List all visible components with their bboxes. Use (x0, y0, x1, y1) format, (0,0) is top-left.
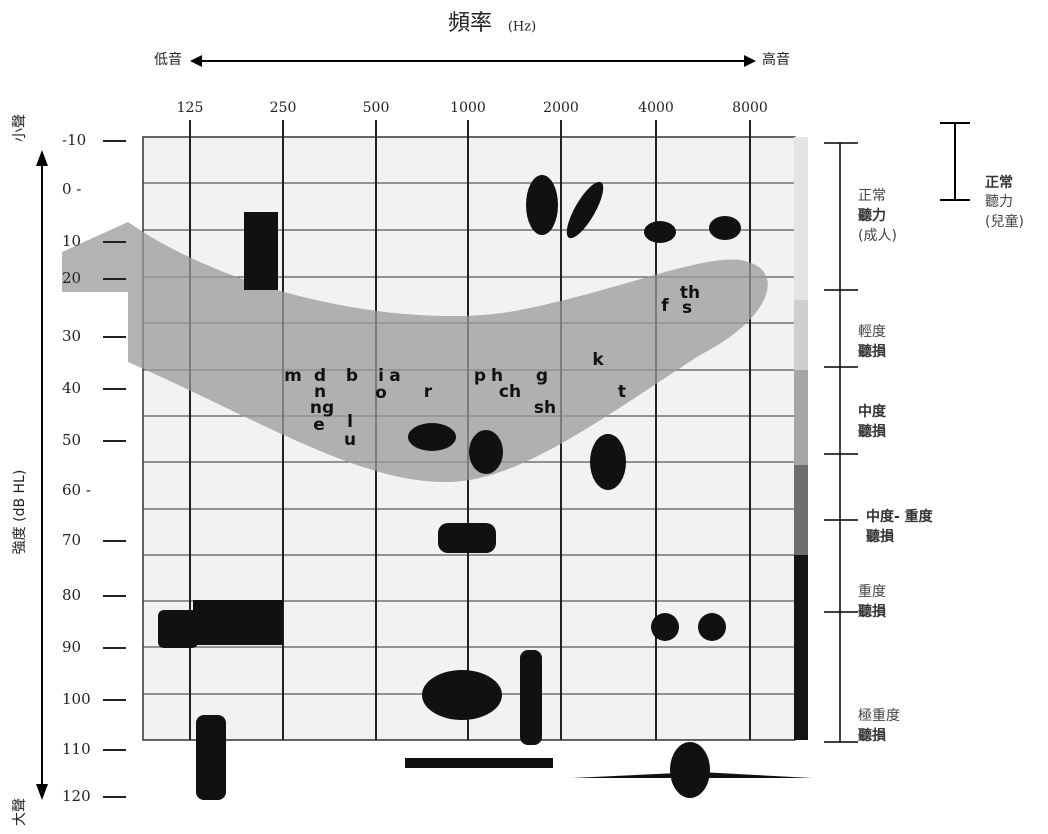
worker (196, 715, 226, 800)
y-tick-label: 30 (62, 327, 81, 345)
level-name: 輕度 (858, 324, 886, 340)
y-axis-label: 強度 (dB HL) (12, 470, 28, 555)
rifle (405, 758, 553, 768)
level-name: 極重度 (858, 708, 900, 724)
y-tick-label: 10 (62, 232, 81, 250)
y-tick-label: 90 (62, 638, 81, 656)
moto-wheel (698, 613, 726, 641)
bar-seg (794, 137, 808, 300)
high-label: 高音 (762, 51, 790, 68)
speech-sound: g (536, 366, 548, 386)
speech-sound: r (424, 382, 433, 402)
y-tick-label: 50 (62, 431, 81, 449)
speech-sound: p (474, 366, 486, 386)
child-name: 正常 (985, 174, 1013, 191)
freq-label: 8000 (732, 100, 768, 116)
level-name: 正常 (858, 188, 886, 204)
level-name: 中度 (858, 403, 887, 420)
speech-sound: d (314, 366, 326, 386)
speech-sound: sh (534, 398, 556, 418)
speech-sound: f (661, 296, 669, 316)
bar-seg (794, 555, 808, 740)
speech-sound: ng (310, 398, 334, 418)
speech-sound: k (592, 350, 604, 370)
level-sub: 聽損 (866, 528, 895, 545)
y-tick-label: 120 (62, 787, 91, 805)
y-tick-label: 60 - (62, 481, 91, 499)
y-tick-label: 70 (62, 531, 81, 549)
speech-sound: i (378, 366, 384, 386)
speech-sound: t (618, 382, 626, 402)
fridge (244, 212, 278, 290)
level-name: 重度 (858, 584, 886, 600)
level-note: (成人) (858, 228, 897, 244)
level-sub: 聽力 (858, 207, 886, 224)
speech-sound: l (347, 412, 353, 432)
moto-wheel (651, 613, 679, 641)
speech-sound: n (314, 382, 326, 402)
plane-body (670, 742, 710, 798)
drums (422, 670, 502, 720)
singer (520, 650, 542, 745)
freq-label: 2000 (543, 100, 579, 116)
freq-label: 500 (363, 100, 390, 116)
level-sub: 聽損 (858, 423, 887, 440)
level-name: 中度- 重度 (866, 508, 934, 525)
silhouettes (158, 175, 812, 800)
speech-sound: s (682, 298, 692, 318)
bar-seg (794, 465, 808, 555)
speech-sound: o (375, 383, 387, 403)
bird (644, 221, 676, 243)
y-tick-label: 20 (62, 269, 81, 287)
speech-banana (62, 222, 768, 483)
truck-cab (158, 610, 198, 648)
child-sub: 聽力 (985, 194, 1013, 210)
speech-sound: m (284, 366, 302, 386)
y-tick-label: 80 (62, 586, 81, 604)
speech-sound: u (344, 430, 356, 450)
freq-label: 1000 (450, 100, 486, 116)
y-tick-label: 0 - (62, 180, 81, 198)
y-tick-label: -10 (62, 131, 86, 149)
low-label: 低音 (154, 51, 182, 68)
head (469, 430, 503, 474)
freq-label: 250 (270, 100, 297, 116)
bar-seg (794, 370, 808, 465)
bar-seg (794, 300, 808, 370)
level-sub: 聽損 (858, 727, 887, 744)
truck (193, 600, 283, 645)
speech-sound: a (389, 366, 400, 386)
level-sub: 聽損 (858, 603, 887, 620)
child-note: (兒童) (985, 213, 1024, 230)
speech-sound: e (313, 415, 325, 435)
piano (438, 523, 496, 553)
title-unit: (Hz) (508, 20, 536, 35)
y-tick-label: 100 (62, 690, 91, 708)
level-sub: 聽損 (858, 343, 887, 360)
speech-sound: h (491, 366, 503, 386)
leaves (526, 175, 558, 235)
y-tick-label: 40 (62, 379, 81, 397)
bird (709, 216, 741, 240)
leaves (566, 181, 604, 239)
title: 頻率 (448, 11, 492, 36)
speech-sound: ch (499, 382, 521, 402)
speech-sound: b (346, 366, 358, 386)
loud-label: 大聲 (11, 798, 28, 826)
y-tick-label: 110 (62, 740, 91, 758)
freq-label: 4000 (638, 100, 674, 116)
freq-label: 125 (177, 100, 204, 116)
vacuum (590, 434, 626, 490)
severity-bar (794, 137, 808, 740)
speech-bubble (408, 423, 456, 451)
speech-sound: th (680, 283, 700, 303)
soft-label: 小聲 (11, 114, 28, 142)
